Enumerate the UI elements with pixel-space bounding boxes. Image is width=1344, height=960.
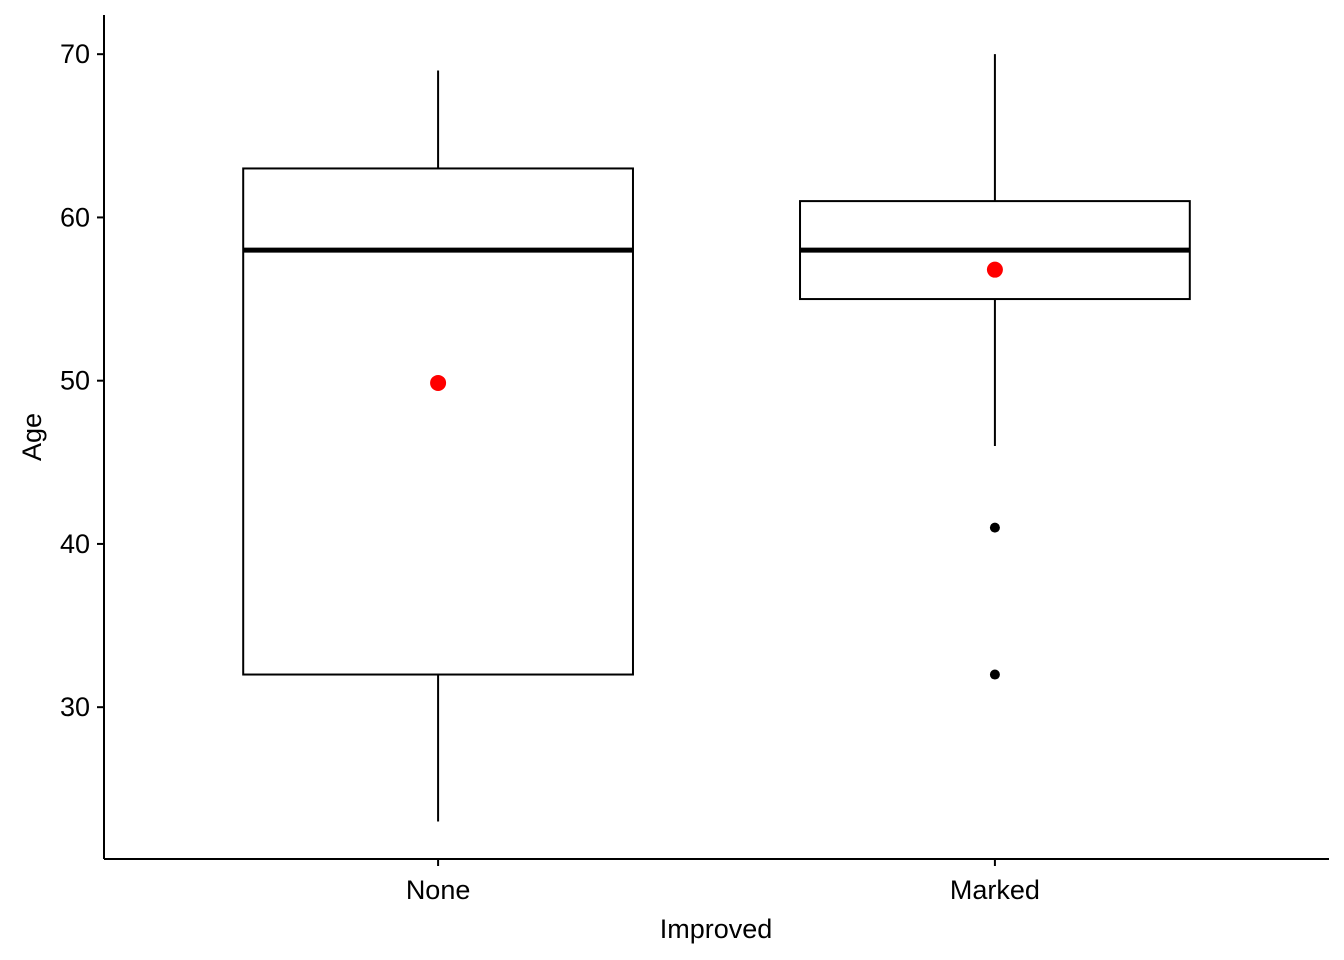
box-group-marked — [799, 54, 1191, 680]
y-tick-label: 50 — [60, 366, 90, 396]
outlier-point — [989, 669, 1000, 680]
x-tick-label: Marked — [950, 875, 1040, 905]
box — [242, 167, 634, 676]
y-tick-label: 60 — [60, 202, 90, 232]
x-axis-ticks: None Marked — [406, 859, 1040, 905]
y-tick-label: 40 — [60, 529, 90, 559]
outlier-point — [989, 522, 1000, 533]
mean-point — [430, 374, 447, 391]
y-axis-ticks: 30 40 50 60 70 — [60, 39, 104, 722]
y-tick-label: 30 — [60, 692, 90, 722]
x-tick-label: None — [406, 875, 471, 905]
box-group-none — [242, 70, 634, 822]
x-axis-title: Improved — [660, 914, 773, 944]
mean-point — [986, 261, 1003, 278]
y-axis-title: Age — [17, 413, 47, 461]
y-tick-label: 70 — [60, 39, 90, 69]
plot-marks — [242, 54, 1191, 822]
